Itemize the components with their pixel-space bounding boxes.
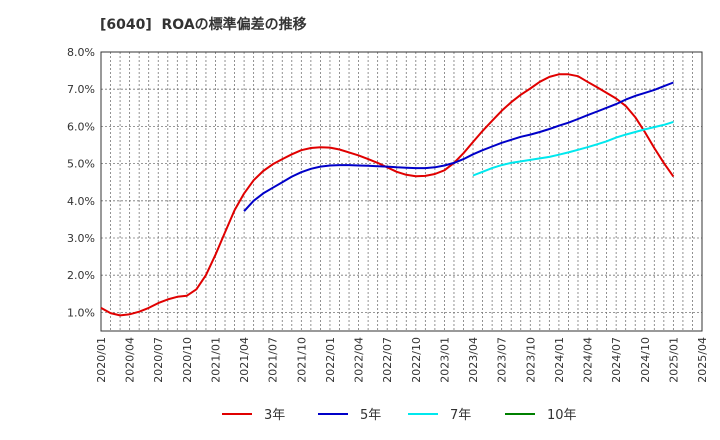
- x-tick-label: 2021/10: [295, 337, 308, 383]
- chart-title: [6040] ROAの標準偏差の推移: [100, 17, 307, 33]
- x-tick-label: 2022/04: [353, 337, 366, 383]
- y-tick-label: 4.0%: [67, 195, 95, 208]
- x-tick-label: 2025/04: [696, 337, 709, 383]
- y-tick-label: 1.0%: [67, 306, 95, 319]
- x-tick-label: 2024/10: [639, 337, 652, 383]
- x-tick-label: 2023/01: [438, 337, 451, 383]
- y-tick-label: 2.0%: [67, 269, 95, 282]
- y-tick-label: 5.0%: [67, 158, 95, 171]
- x-tick-label: 2023/07: [496, 337, 509, 383]
- x-tick-label: 2022/01: [324, 337, 337, 383]
- x-tick-label: 2022/10: [410, 337, 423, 383]
- legend-label: 7年: [450, 408, 471, 423]
- x-tick-label: 2020/10: [181, 337, 194, 383]
- x-tick-label: 2020/04: [124, 337, 137, 383]
- x-tick-label: 2021/04: [238, 337, 251, 383]
- x-tick-label: 2024/04: [582, 337, 595, 383]
- series-line: [243, 81, 674, 212]
- y-tick-label: 6.0%: [67, 120, 95, 133]
- y-tick-label: 8.0%: [67, 46, 95, 59]
- x-tick-label: 2024/07: [610, 337, 623, 383]
- x-tick-label: 2024/01: [553, 337, 566, 383]
- legend-label: 5年: [360, 408, 381, 423]
- legend-label: 3年: [264, 408, 285, 423]
- x-tick-label: 2022/07: [381, 337, 394, 383]
- x-tick-label: 2021/01: [209, 337, 222, 383]
- plot-area: [101, 52, 702, 331]
- x-tick-label: 2021/07: [267, 337, 280, 383]
- x-tick-label: 2020/07: [152, 337, 165, 383]
- legend-label: 10年: [547, 408, 577, 423]
- plot-border: [100, 51, 703, 332]
- series-line: [472, 120, 674, 177]
- y-tick-label: 3.0%: [67, 232, 95, 245]
- x-tick-label: 2020/01: [95, 337, 108, 383]
- x-tick-label: 2023/04: [467, 337, 480, 383]
- x-tick-label: 2025/01: [667, 337, 680, 383]
- y-tick-label: 7.0%: [67, 83, 95, 96]
- x-tick-label: 2023/10: [524, 337, 537, 383]
